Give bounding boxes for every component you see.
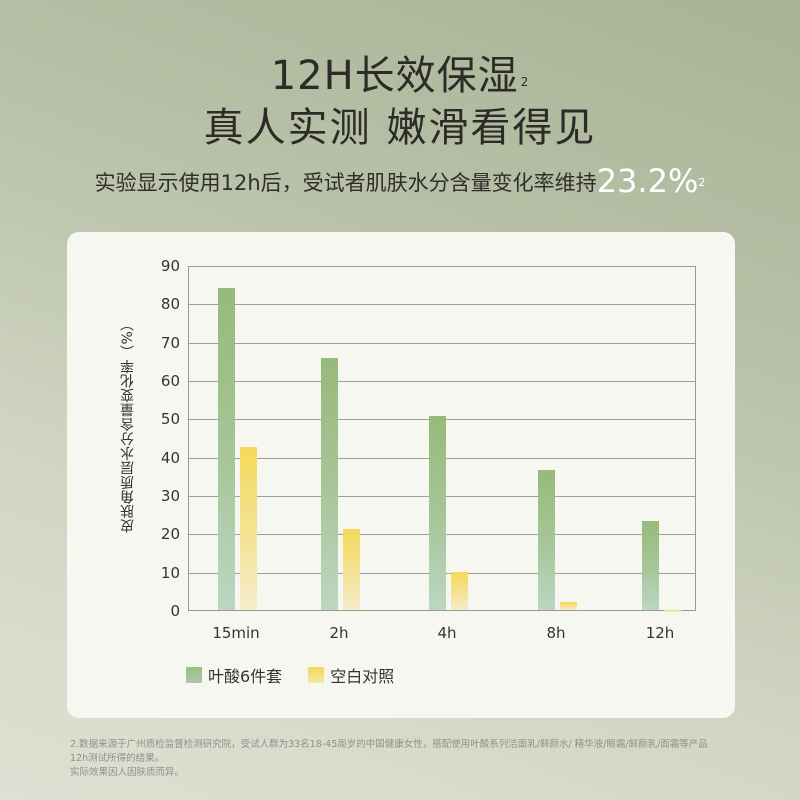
headline-subtitle: 真人实测 嫩滑看得见: [203, 105, 597, 151]
claim-text: 实验显示使用12h后，受试者肌肤水分含量变化率维持: [94, 171, 597, 195]
x-tick-label: 8h: [546, 624, 566, 642]
y-tick-label: 60: [160, 372, 180, 390]
claim-value: 23.2%: [596, 162, 699, 200]
y-tick-label: 0: [170, 602, 180, 620]
y-tick-label: 40: [160, 448, 180, 467]
footnote-line: 12h测试所得的结果。: [70, 753, 165, 764]
gridline: [189, 266, 695, 267]
bar-folic-set: [428, 416, 446, 610]
bar-control: [450, 572, 468, 610]
y-tick-label: 70: [160, 333, 180, 352]
x-tick-label: 2h: [329, 624, 349, 642]
bar-folic-set: [217, 288, 235, 610]
x-tick-label: 4h: [437, 624, 457, 642]
plot-area: [188, 266, 696, 612]
y-tick-label: 50: [160, 410, 180, 429]
legend-swatch-green: [186, 667, 202, 683]
bar-control: [239, 446, 257, 610]
bar-control: [342, 528, 360, 610]
legend-label: 空白对照: [330, 667, 395, 686]
y-tick-label: 30: [160, 487, 180, 505]
x-tick-label: 12h: [645, 624, 675, 642]
headline-title: 12H长效保湿 2: [0, 52, 800, 100]
bar-folic-set: [320, 357, 338, 610]
gridline: [189, 381, 695, 382]
footnote-line: 2.数据来源于广州质检监督检测研究院，受试人群为33名18-45周岁的中国健康女…: [70, 739, 708, 750]
headline-title-text: 12H长效保湿: [270, 53, 519, 99]
y-tick-label: 80: [160, 295, 180, 314]
claim-line: 实验显示使用12h后，受试者肌肤水分含量变化率维持23.2%2: [0, 163, 800, 201]
legend-label: 叶酸6件套: [208, 667, 283, 686]
chart-card: [67, 232, 735, 718]
y-tick-label: 90: [160, 257, 180, 275]
bar-folic-set: [641, 521, 659, 610]
footnote-ref: 2: [520, 75, 530, 89]
legend-swatch-yellow: [308, 667, 325, 683]
legend-item-control: 空白对照: [308, 663, 394, 687]
gridline: [189, 304, 695, 306]
y-tick-label: 10: [160, 563, 180, 582]
legend: 叶酸6件套 空白对照: [186, 663, 420, 687]
gridline: [189, 342, 695, 344]
bar-control: [559, 601, 577, 610]
y-tick-label: 20: [160, 525, 180, 544]
legend-item-folic-set: 叶酸6件套: [186, 663, 282, 687]
claim-footnote-ref: 2: [698, 176, 706, 189]
footnote-line: 实际效果因人因肤质而异。: [70, 767, 185, 778]
bar-folic-set: [537, 469, 555, 610]
y-axis-label: 皮肤角质层水分含量变化率（%）: [120, 316, 136, 534]
x-tick-label: 15min: [212, 624, 260, 642]
footnote: 2.数据来源于广州质检监督检测研究院，受试人群为33名18-45周岁的中国健康女…: [70, 738, 760, 780]
bar-control: [663, 610, 681, 612]
